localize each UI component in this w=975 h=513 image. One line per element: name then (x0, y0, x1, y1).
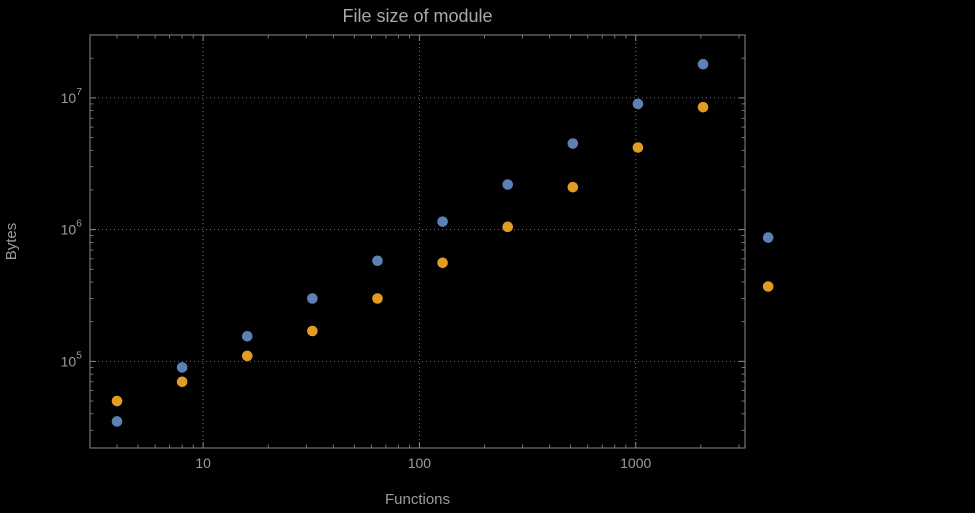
data-point (241, 350, 253, 362)
y-axis-label: Bytes (3, 223, 20, 261)
y-tick-label: 105 (61, 349, 83, 369)
data-point (111, 416, 123, 427)
data-point (111, 395, 123, 407)
axis-ticks (89, 34, 745, 448)
data-point (632, 98, 644, 110)
data-point (437, 257, 448, 269)
data-point (502, 221, 514, 233)
data-point (307, 293, 318, 304)
data-point (697, 58, 709, 70)
x-tick-label: 1000 (620, 455, 651, 471)
data-point (176, 376, 188, 388)
data-point (567, 181, 579, 193)
x-tick-label: 10 (195, 455, 211, 471)
data-point (697, 101, 709, 113)
chart-title: File size of module (342, 6, 492, 26)
data-point (762, 232, 774, 243)
data-points (111, 58, 774, 427)
gridlines (90, 35, 745, 448)
x-tick-label: 100 (408, 455, 432, 471)
data-point (632, 142, 644, 153)
data-point (372, 255, 383, 267)
y-tick-label: 106 (61, 218, 83, 238)
tick-labels: 10 100 1000 105 106 107 (61, 86, 652, 471)
y-tick-label: 107 (61, 86, 83, 106)
data-point (437, 216, 448, 227)
data-point (502, 179, 514, 190)
data-point (762, 281, 774, 292)
plot-frame (89, 34, 746, 449)
data-point (567, 138, 579, 149)
data-point (176, 362, 188, 373)
data-point (241, 330, 253, 342)
data-point (372, 293, 383, 304)
data-point (307, 325, 318, 337)
x-axis-label: Functions (385, 491, 450, 508)
